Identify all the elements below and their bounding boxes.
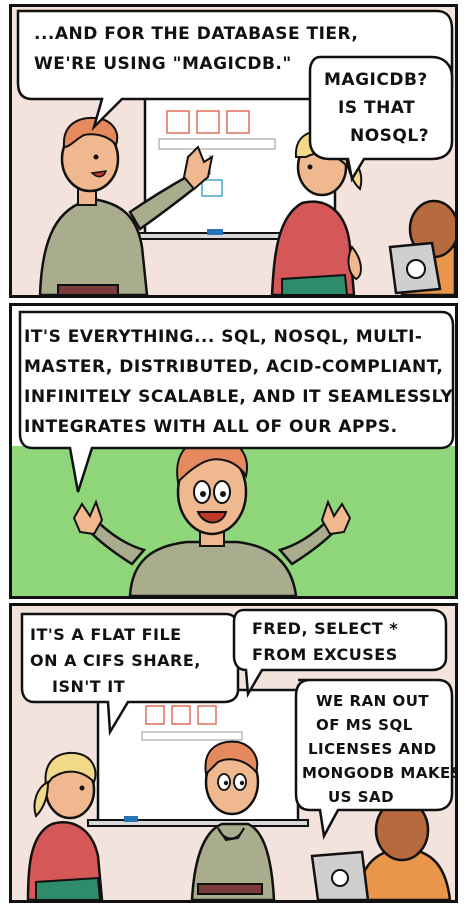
laptop-man: [310, 798, 452, 900]
bubble-line: MAGICDB?: [324, 70, 428, 90]
bubble-line: OF MS SQL: [316, 716, 413, 734]
bubble-line: IT'S A FLAT FILE: [30, 625, 182, 644]
panel-3-art: IT'S A FLAT FILE ON A CIFS SHARE, ISN'T …: [20, 608, 455, 900]
bubble-line: ON A CIFS SHARE,: [30, 651, 201, 670]
laptop-man: [388, 199, 455, 295]
comic-panel-1: ...AND FOR THE DATABASE TIER, WE'RE USIN…: [9, 4, 458, 298]
bubble-text: WE RAN OUT OF MS SQL LICENSES AND MONGOD…: [302, 692, 455, 806]
bubble-line: INTEGRATES WITH ALL OF OUR APPS.: [24, 417, 398, 437]
whiteboard: [87, 688, 309, 827]
bubble-line: MONGODB MAKES: [302, 764, 455, 782]
speech-bubble-presenter: FRED, SELECT * FROM EXCUSES: [232, 608, 448, 699]
bubble-line: IT'S EVERYTHING... SQL, NOSQL, MULTI-: [24, 327, 422, 347]
presenter-man: [38, 117, 214, 295]
worried-presenter: [190, 740, 276, 900]
bubble-line: FRED, SELECT *: [252, 619, 398, 638]
bubble-text: FRED, SELECT * FROM EXCUSES: [252, 619, 404, 664]
blonde-woman: [26, 751, 104, 900]
bubble-line: WE'RE USING "MAGICDB.": [34, 54, 292, 74]
panel-1-art: ...AND FOR THE DATABASE TIER, WE'RE USIN…: [16, 9, 455, 295]
bubble-line: US SAD: [328, 788, 394, 806]
bubble-text: IT'S A FLAT FILE ON A CIFS SHARE, ISN'T …: [30, 625, 207, 696]
bubble-line: ISN'T IT: [52, 677, 125, 696]
bubble-line: NOSQL?: [350, 126, 429, 146]
bubble-line: INFINITELY SCALABLE, AND IT SEAMLESSLY: [24, 387, 453, 407]
bubble-line: MASTER, DISTRIBUTED, ACID-COMPLIANT,: [24, 357, 443, 377]
speech-bubble-laptop-man: WE RAN OUT OF MS SQL LICENSES AND MONGOD…: [294, 678, 455, 840]
bubble-line: ...AND FOR THE DATABASE TIER,: [34, 24, 358, 44]
bubble-text: MAGICDB? IS THAT NOSQL?: [324, 70, 434, 146]
speech-bubble-presenter: IT'S EVERYTHING... SQL, NOSQL, MULTI- MA…: [18, 310, 455, 493]
bubble-line: IS THAT: [338, 98, 415, 118]
bubble-line: FROM EXCUSES: [252, 645, 398, 664]
speech-bubble-blonde-woman: IT'S A FLAT FILE ON A CIFS SHARE, ISN'T …: [20, 612, 240, 737]
bubble-text: ...AND FOR THE DATABASE TIER, WE'RE USIN…: [34, 24, 365, 74]
speech-bubble-blonde-woman: MAGICDB? IS THAT NOSQL?: [308, 55, 454, 183]
comic-panel-3: IT'S A FLAT FILE ON A CIFS SHARE, ISN'T …: [9, 603, 458, 903]
comic-panel-2: IT'S EVERYTHING... SQL, NOSQL, MULTI- MA…: [9, 303, 458, 599]
bubble-line: LICENSES AND: [308, 740, 437, 758]
bubble-text: IT'S EVERYTHING... SQL, NOSQL, MULTI- MA…: [24, 327, 455, 437]
panel-2-art: IT'S EVERYTHING... SQL, NOSQL, MULTI- MA…: [12, 310, 455, 596]
bubble-line: WE RAN OUT: [316, 692, 429, 710]
